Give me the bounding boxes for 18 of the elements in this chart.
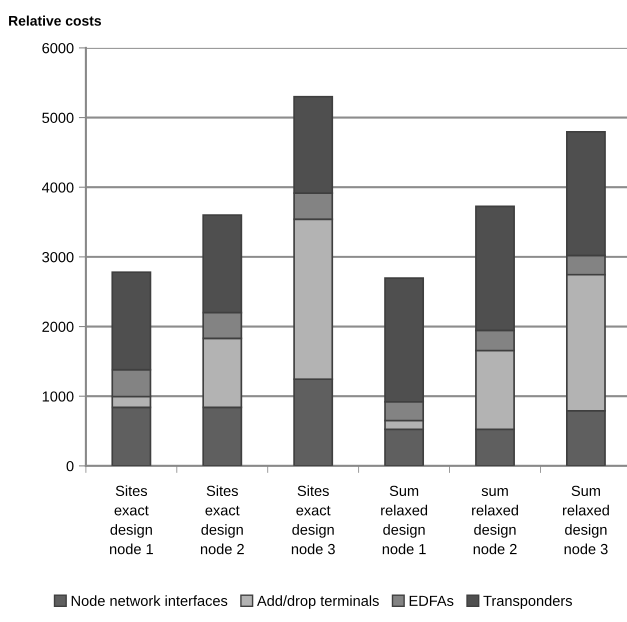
y-tick-label: 1000 (42, 391, 74, 402)
x-tick-label: Sites exact design node 2 (200, 485, 244, 554)
x-tick-label: Sites exact design node 1 (110, 485, 153, 554)
x-tick-label: Sum relaxed design node 1 (381, 486, 428, 554)
y-tick-label: 5000 (42, 112, 74, 123)
legend-label: Add/drop terminals (256, 595, 379, 609)
legend-label: Node network interfaces (72, 595, 228, 606)
chart-title: Relative costs (9, 16, 101, 26)
y-tick-label: 4000 (42, 182, 74, 193)
y-tick-label: 2000 (42, 322, 74, 332)
x-tick-label: Sites exact design node 3 (292, 485, 335, 554)
y-tick-label: 6000 (42, 42, 74, 54)
x-tick-label: sum relaxed design node 2 (472, 488, 518, 554)
x-tick-label: Sum relaxed design node 3 (562, 486, 609, 554)
legend-label: Transponders (483, 595, 572, 609)
y-tick-label: 3000 (42, 252, 74, 262)
y-tick-label: 0 (66, 460, 74, 472)
legend-label: EDFAs (410, 596, 454, 606)
